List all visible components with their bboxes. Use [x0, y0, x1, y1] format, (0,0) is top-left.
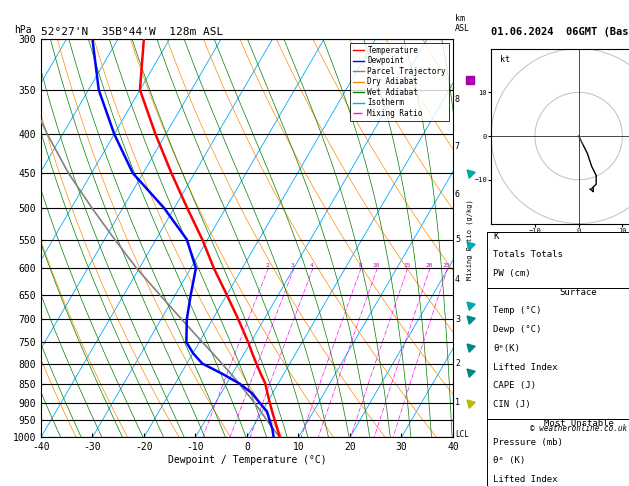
Text: LCL: LCL: [455, 430, 469, 438]
Text: 6: 6: [455, 190, 460, 199]
Text: 15: 15: [403, 263, 411, 268]
Text: 1: 1: [455, 398, 460, 407]
Text: PW (cm): PW (cm): [493, 269, 531, 278]
Text: CAPE (J): CAPE (J): [493, 382, 536, 390]
Text: kt: kt: [500, 55, 510, 64]
Text: Dewp (°C): Dewp (°C): [493, 325, 542, 334]
Text: 52°27'N  35B°44'W  128m ASL: 52°27'N 35B°44'W 128m ASL: [41, 27, 223, 37]
Text: km
ASL: km ASL: [455, 14, 470, 33]
Text: 01.06.2024  06GMT (Base: 06): 01.06.2024 06GMT (Base: 06): [491, 27, 629, 37]
Text: 8: 8: [455, 95, 460, 104]
Text: 4: 4: [310, 263, 314, 268]
Text: 3: 3: [455, 315, 460, 324]
Text: 3: 3: [291, 263, 295, 268]
Text: Lifted Index: Lifted Index: [493, 363, 557, 372]
Text: Lifted Index: Lifted Index: [493, 475, 557, 484]
Text: CIN (J): CIN (J): [493, 400, 531, 409]
Text: Most Unstable: Most Unstable: [543, 419, 614, 428]
Text: Totals Totals: Totals Totals: [493, 250, 563, 259]
Text: 2: 2: [265, 263, 269, 268]
Text: 4: 4: [455, 275, 460, 284]
Text: Surface: Surface: [560, 288, 598, 297]
Text: θᵉ(K): θᵉ(K): [493, 344, 520, 353]
X-axis label: Dewpoint / Temperature (°C): Dewpoint / Temperature (°C): [167, 455, 326, 465]
Text: hPa: hPa: [14, 25, 31, 35]
Text: 5: 5: [455, 235, 460, 244]
Text: 7: 7: [455, 142, 460, 151]
Legend: Temperature, Dewpoint, Parcel Trajectory, Dry Adiabat, Wet Adiabat, Isotherm, Mi: Temperature, Dewpoint, Parcel Trajectory…: [350, 43, 449, 121]
Text: Temp (°C): Temp (°C): [493, 307, 542, 315]
Text: 20: 20: [425, 263, 433, 268]
Text: © weatheronline.co.uk: © weatheronline.co.uk: [530, 424, 627, 434]
Text: K: K: [493, 231, 498, 241]
Text: 10: 10: [372, 263, 380, 268]
Text: Pressure (mb): Pressure (mb): [493, 437, 563, 447]
Text: θᵉ (K): θᵉ (K): [493, 456, 525, 465]
Text: 2: 2: [455, 359, 460, 368]
Text: 8: 8: [358, 263, 362, 268]
Text: Mixing Ratio (g/kg): Mixing Ratio (g/kg): [467, 199, 474, 280]
Text: 25: 25: [443, 263, 450, 268]
